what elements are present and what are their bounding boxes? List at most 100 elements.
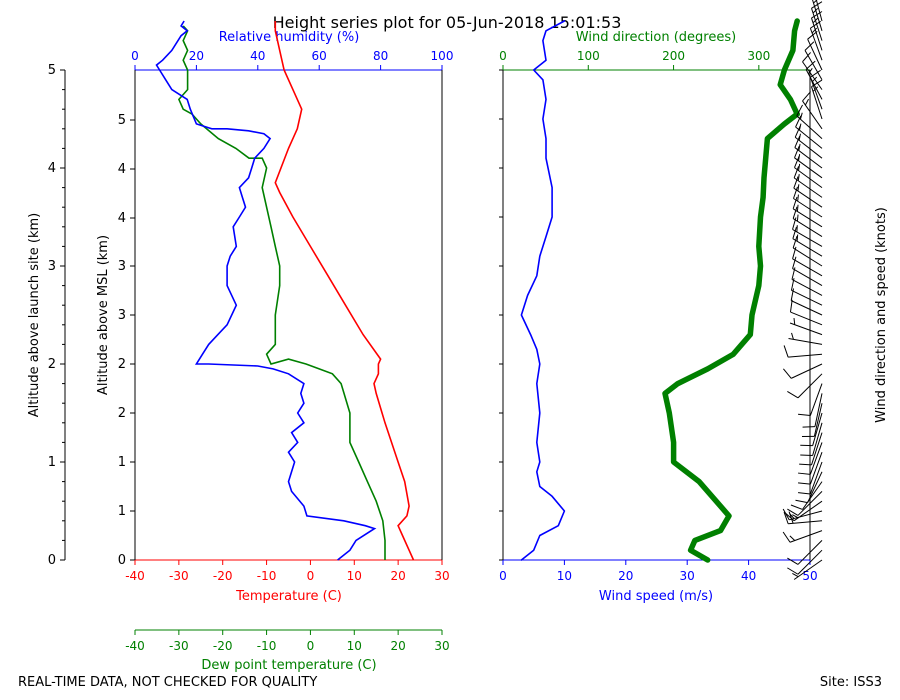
rh-axis-label: Relative humidity (%) xyxy=(219,30,360,45)
wind-barb xyxy=(787,491,823,516)
wind-barb xyxy=(792,559,823,580)
wind-barb xyxy=(792,236,823,267)
wind-barb-feather xyxy=(797,184,800,192)
wind-barb-feather xyxy=(798,133,801,141)
wind-barb-feather xyxy=(783,345,789,358)
wind-barb-feather xyxy=(793,176,799,189)
wind-barb-feather xyxy=(804,41,815,51)
wind-barb-staff xyxy=(789,530,823,543)
wind-barb-feather xyxy=(795,115,802,128)
dewpoint-tick-label: -30 xyxy=(169,639,189,653)
wind-barb xyxy=(790,288,823,316)
wind-barb-feather xyxy=(802,91,811,102)
wind-barb-feather xyxy=(802,52,811,63)
wind-barb-feather xyxy=(792,514,799,519)
wind-barb-staff xyxy=(788,353,823,358)
wind-barb-feather xyxy=(796,104,803,117)
wind-barb-staff xyxy=(812,0,823,31)
wind-barb-feather xyxy=(794,125,801,138)
rh-tick-label: 60 xyxy=(312,49,327,63)
wind-speed-tick-label: 50 xyxy=(802,569,817,583)
wind-barb-feather xyxy=(798,154,801,161)
wind-barb-feather xyxy=(793,317,796,325)
rh-tick-label: 80 xyxy=(373,49,388,63)
wind-barb-staff xyxy=(797,373,823,399)
outer-altitude-tick-label: 3 xyxy=(48,259,56,274)
wind-barb xyxy=(807,31,823,71)
wind-barb-staff xyxy=(811,86,823,120)
wind-barb-feather xyxy=(787,557,799,565)
wind-barb-feather xyxy=(798,413,811,417)
msl-altitude-tick-label: 4 xyxy=(118,211,126,226)
temp-tick-label: -30 xyxy=(169,569,189,583)
wind-barb-staff xyxy=(792,208,823,228)
wind-barb-feather xyxy=(789,535,796,541)
wind-barb-staff xyxy=(789,510,823,521)
wind-barb xyxy=(790,278,823,306)
wind-barb-feather xyxy=(787,567,799,575)
dewpoint-profile-line xyxy=(177,25,386,560)
wind-barb-feather xyxy=(804,98,810,106)
temp-tick-label: 0 xyxy=(307,569,315,583)
wind-barb-feather xyxy=(792,196,798,209)
wind-barb-staff xyxy=(792,228,823,247)
wind-dir-tick-label: 0 xyxy=(499,49,507,63)
msl-altitude-tick-label: 5 xyxy=(118,113,126,128)
wind-barb xyxy=(800,412,823,447)
dewpoint-tick-label: 10 xyxy=(347,639,362,653)
wind-barb xyxy=(783,363,823,379)
wind-barb-staff xyxy=(788,520,823,525)
wind-barb-feather xyxy=(792,256,797,269)
wind-speed-tick-label: 40 xyxy=(741,569,756,583)
wind-barb-feather xyxy=(810,20,821,29)
wind-barb xyxy=(805,60,823,100)
wind-barb-staff xyxy=(789,322,823,336)
msl-altitude-tick-label: 3 xyxy=(118,308,126,323)
wind-barb xyxy=(793,166,823,198)
outer-altitude-axis-label: Altitude above launch site (km) xyxy=(27,213,42,417)
wind-barb xyxy=(812,0,823,31)
dewpoint-tick-label: 0 xyxy=(307,639,315,653)
wind-dir-axis-label: Wind direction (degrees) xyxy=(576,30,736,45)
wind-barb-feather xyxy=(783,368,792,379)
wind-barb xyxy=(792,206,823,238)
wind-barb xyxy=(801,403,823,438)
wind-barb-feather xyxy=(783,511,789,524)
wind-barb-staff xyxy=(792,238,823,257)
wind-barb-feather xyxy=(797,194,799,202)
wind-barb-feather xyxy=(799,112,803,120)
wind-barb-feather xyxy=(796,204,799,212)
temp-tick-label: 10 xyxy=(347,569,362,583)
wind-barb-staff xyxy=(812,412,823,446)
wind-barb xyxy=(794,135,823,169)
rh-tick-label: 20 xyxy=(189,49,204,63)
wind-barb-feather xyxy=(813,0,818,4)
wind-barb-feather xyxy=(787,391,799,399)
wind-barb-feather xyxy=(799,463,812,466)
wind-barb-feather xyxy=(811,1,823,9)
thermo-panel: 0 1 2 3 4 5 Altitude above launch site (km) 0 1 1… xyxy=(27,20,453,673)
wind-barb-staff xyxy=(814,393,823,427)
wind-barb-staff xyxy=(793,500,823,522)
msl-altitude-tick-label: 1 xyxy=(118,504,126,519)
temp-tick-label: -20 xyxy=(213,569,233,583)
figure-title: Height series plot for 05-Jun-2018 15:01… xyxy=(273,13,622,32)
wind-barb xyxy=(795,115,823,149)
wind-speed-profile-line xyxy=(520,20,566,561)
wind-barb-feather xyxy=(794,146,800,159)
wind-barb-feather xyxy=(795,499,808,504)
rh-tick-label: 40 xyxy=(250,49,265,63)
wind-barb-feather xyxy=(787,508,799,516)
wind-barb xyxy=(802,52,823,90)
wind-barb xyxy=(790,481,823,510)
dewpoint-tick-label: -10 xyxy=(257,639,277,653)
wind-barb-staff xyxy=(815,0,823,22)
wind-speed-tick-label: 30 xyxy=(680,569,695,583)
wind-barb-staff xyxy=(809,28,823,61)
wind-barb xyxy=(809,20,823,61)
wind-barb xyxy=(792,196,823,228)
wind-barb-staff xyxy=(807,471,823,503)
msl-altitude-tick-label: 2 xyxy=(118,406,126,421)
wind-barb-staff xyxy=(812,422,823,456)
dewpoint-tick-label: 30 xyxy=(434,639,449,653)
